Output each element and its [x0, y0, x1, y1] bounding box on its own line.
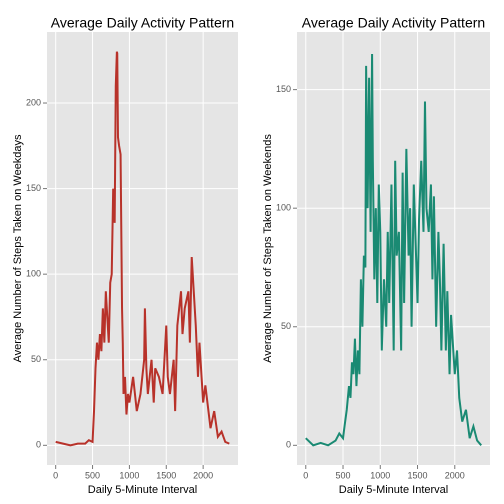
- y-tick-label: 50: [281, 321, 291, 331]
- x-tick-label: 500: [85, 470, 100, 480]
- x-tick-label: 1000: [370, 470, 390, 480]
- y-tick-label: 150: [26, 183, 41, 193]
- data-line: [305, 54, 482, 447]
- x-axis-label: Daily 5-Minute Interval: [339, 484, 448, 496]
- x-tick-label: 1500: [156, 470, 176, 480]
- y-tick-label: 50: [31, 354, 41, 364]
- y-tick-label: 100: [26, 269, 41, 279]
- x-tick-label: 1000: [119, 470, 139, 480]
- x-tick-label: 2000: [445, 470, 465, 480]
- x-axis-label: Daily 5-Minute Interval: [88, 484, 197, 496]
- data-line: [55, 51, 230, 447]
- x-tick-label: 1500: [408, 470, 428, 480]
- chart-title: Average Daily Activity Pattern: [302, 15, 485, 31]
- y-axis-label: Average Number of Steps Taken on Weekend…: [262, 134, 274, 363]
- chart-title: Average Daily Activity Pattern: [51, 15, 234, 31]
- y-tick-label: 100: [276, 203, 291, 213]
- y-axis-label: Average Number of Steps Taken on Weekday…: [12, 134, 24, 363]
- y-tick-label: 0: [36, 440, 41, 450]
- y-tick-label: 200: [26, 97, 41, 107]
- y-tick-label: 0: [286, 440, 291, 450]
- y-tick-label: 150: [276, 84, 291, 94]
- x-tick-label: 0: [303, 470, 308, 480]
- panel-background: [47, 32, 238, 465]
- x-tick-label: 500: [336, 470, 351, 480]
- x-tick-label: 0: [53, 470, 58, 480]
- x-tick-label: 2000: [193, 470, 213, 480]
